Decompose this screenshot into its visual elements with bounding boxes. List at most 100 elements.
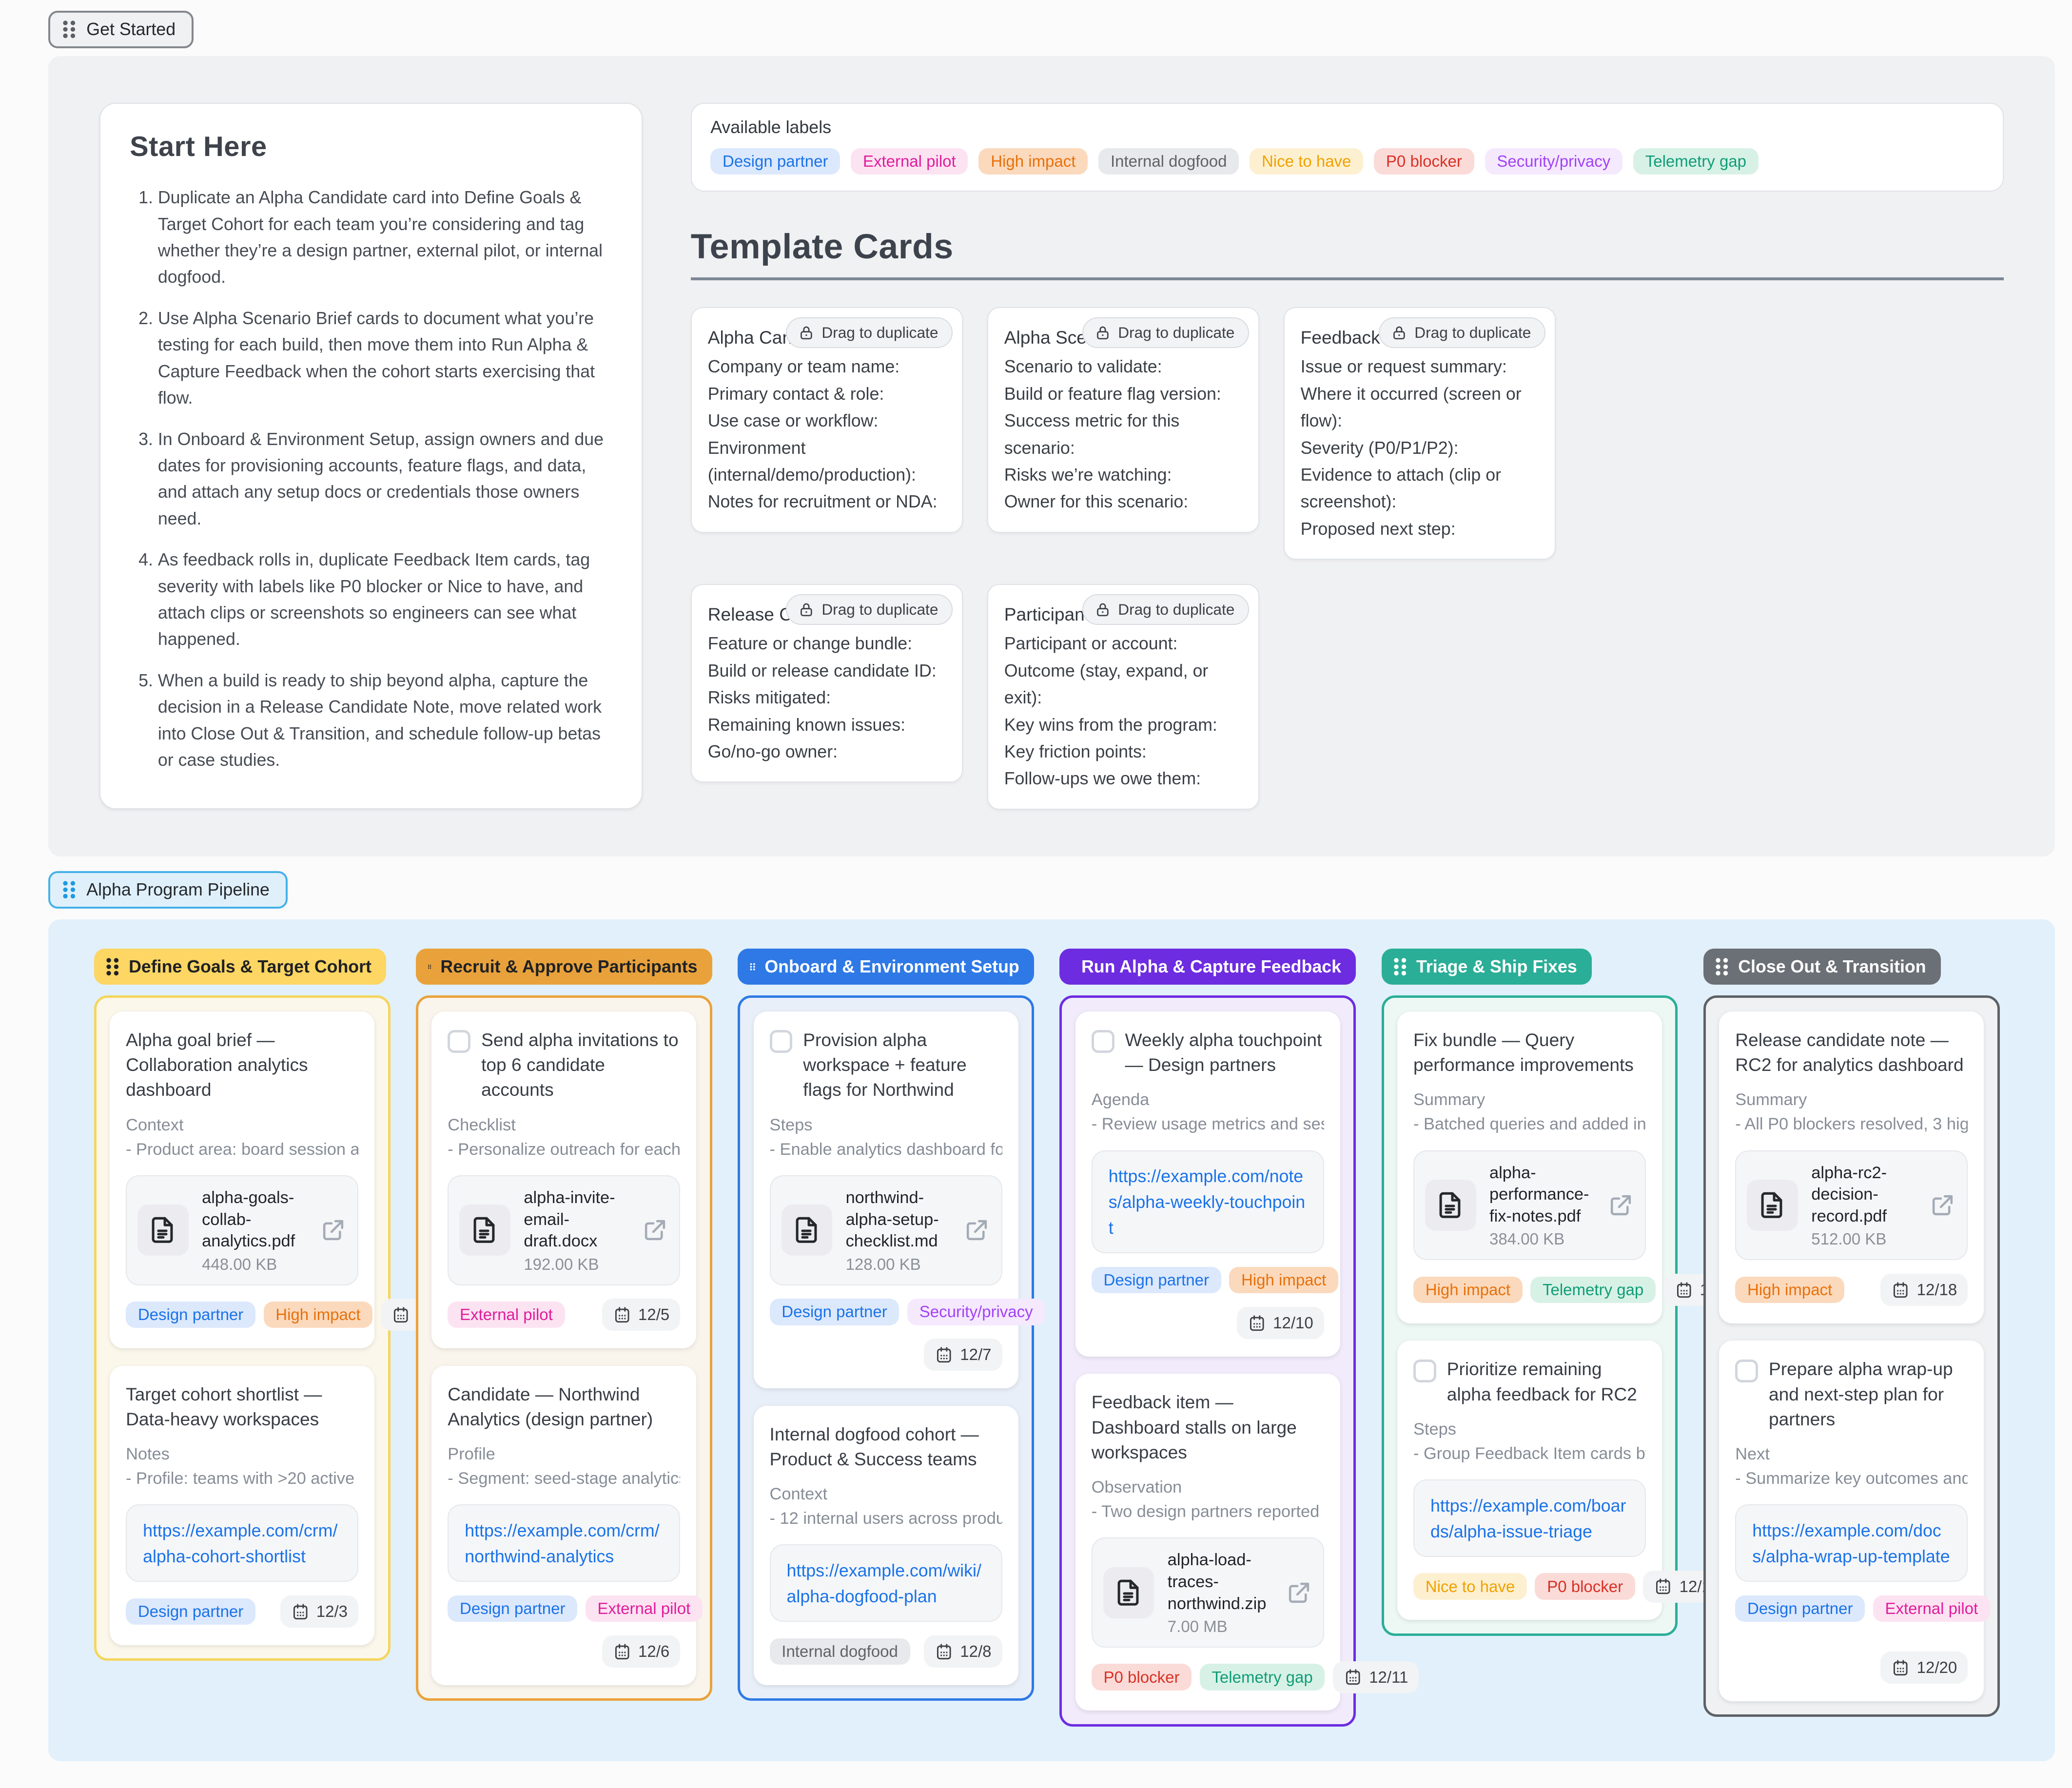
link-box[interactable]: https://example.com/notes/alpha-weekly-t… (1091, 1150, 1324, 1254)
template-card-release-candidate[interactable]: Release Candidat Drag to duplicate Featu… (690, 583, 963, 783)
card-meta-row: High impact Telemetry gap 12/14 (1413, 1273, 1751, 1306)
template-card-feedback-item[interactable]: Feedback Item Drag to duplicate Issue or… (1283, 307, 1556, 560)
kanban-card[interactable]: Prepare alpha wrap-up and next-step plan… (1719, 1341, 1990, 1701)
template-card-fields: Scenario to validate: Build or feature f… (1004, 357, 1221, 512)
card-meta-row: Nice to have P0 blocker 12/15 (1413, 1570, 1731, 1603)
card-meta-row: High impact 12/18 (1735, 1273, 1968, 1306)
kanban-card[interactable]: Prioritize remaining alpha feedback for … (1397, 1341, 1731, 1620)
open-external-icon[interactable] (320, 1217, 347, 1244)
get-started-section-chip[interactable]: Get Started (48, 11, 194, 48)
lock-icon (1096, 603, 1109, 616)
drag-handle-icon (750, 963, 755, 971)
kanban-card[interactable]: Feedback item — Dashboard stalls on larg… (1075, 1374, 1419, 1711)
link-box[interactable]: https://example.com/docs/alpha-wrap-up-t… (1735, 1504, 1968, 1582)
column-header-define-goals[interactable]: Define Goals & Target Cohort (94, 949, 387, 985)
card-label: Telemetry gap (1199, 1664, 1325, 1691)
kanban-card[interactable]: Candidate — Northwind Analytics (design … (431, 1365, 703, 1685)
label-chip-high-impact[interactable]: High impact (978, 148, 1088, 175)
column-header-onboard[interactable]: Onboard & Environment Setup (738, 949, 1034, 985)
column-header-run-alpha[interactable]: Run Alpha & Capture Feedback (1059, 949, 1356, 985)
kanban-card[interactable]: Weekly alpha touchpoint — Design partner… (1075, 1011, 1340, 1357)
card-label: Design partner (1735, 1595, 1865, 1622)
column-header-recruit[interactable]: Recruit & Approve Participants (415, 949, 712, 985)
drag-to-duplicate-button[interactable]: Drag to duplicate (785, 594, 953, 625)
card-date-row: 12/6 (448, 1635, 681, 1668)
card-checkbox[interactable] (1735, 1359, 1758, 1382)
open-external-icon[interactable] (1286, 1579, 1312, 1606)
open-external-icon[interactable] (1929, 1192, 1956, 1219)
link-box[interactable]: https://example.com/boards/alpha-issue-t… (1413, 1479, 1646, 1557)
column-define-goals: Define Goals & Target Cohort Alpha goal … (94, 949, 459, 1661)
card-checkbox[interactable] (1413, 1359, 1436, 1382)
card-link[interactable]: https://example.com/boards/alpha-issue-t… (1430, 1496, 1626, 1541)
calendar-icon (1346, 1669, 1360, 1685)
template-card-fields: Feature or change bundle: Build or relea… (707, 634, 937, 762)
pipeline-section-chip[interactable]: Alpha Program Pipeline (48, 871, 288, 909)
card-date-row: 12/20 (1735, 1651, 1968, 1684)
column-header-triage[interactable]: Triage & Ship Fixes (1381, 949, 1592, 985)
template-card-alpha-candidate[interactable]: Alpha Candidate Drag to duplicate Compan… (690, 307, 963, 533)
link-box[interactable]: https://example.com/wiki/alpha-dogfood-p… (769, 1544, 1002, 1622)
label-chip-security-privacy[interactable]: Security/privacy (1485, 148, 1622, 175)
drag-to-duplicate-button[interactable]: Drag to duplicate (1082, 317, 1249, 349)
card-description: Agenda - Review usage metrics and sessio… (1091, 1090, 1324, 1134)
attachment-name: alpha-load-traces-northwind.zip (1167, 1551, 1267, 1613)
card-checkbox[interactable] (1091, 1030, 1114, 1053)
link-box[interactable]: https://example.com/crm/northwind-analyt… (448, 1504, 681, 1582)
start-here-step: Duplicate an Alpha Candidate card into D… (158, 184, 612, 290)
card-link[interactable]: https://example.com/docs/alpha-wrap-up-t… (1752, 1520, 1950, 1566)
get-started-chip-label: Get Started (86, 19, 176, 39)
card-checkbox[interactable] (769, 1030, 793, 1053)
kanban-card[interactable]: Send alpha invitations to top 6 candidat… (431, 1011, 697, 1348)
card-title: Prepare alpha wrap-up and next-step plan… (1769, 1359, 1953, 1429)
attachment-chip[interactable]: alpha-load-traces-northwind.zip 7.00 MB (1091, 1537, 1324, 1648)
card-checkbox[interactable] (448, 1030, 471, 1053)
attachment-chip[interactable]: alpha-goals-collab-analytics.pdf 448.00 … (126, 1175, 359, 1285)
card-link[interactable]: https://example.com/crm/northwind-analyt… (465, 1520, 660, 1566)
attachment-chip[interactable]: alpha-rc2-decision-record.pdf 512.00 KB (1735, 1150, 1968, 1261)
drag-to-duplicate-button[interactable]: Drag to duplicate (1378, 317, 1545, 349)
attachment-size: 128.00 KB (845, 1255, 921, 1273)
kanban-card[interactable]: Alpha goal brief — Collaboration analyti… (110, 1011, 459, 1348)
label-chip-design-partner[interactable]: Design partner (710, 148, 841, 175)
template-card-alpha-scenario-brief[interactable]: Alpha Scenario B Drag to duplicate Scena… (987, 307, 1260, 533)
card-description: Notes - Profile: teams with >20 active b… (126, 1445, 358, 1488)
start-here-step: As feedback rolls in, duplicate Feedback… (158, 546, 612, 652)
file-icon (137, 1205, 189, 1256)
attachment-chip[interactable]: alpha-performance-fix-notes.pdf 384.00 K… (1413, 1150, 1646, 1261)
calendar-icon (1894, 1659, 1908, 1675)
kanban-card[interactable]: Release candidate note — RC2 for analyti… (1719, 1011, 1984, 1323)
open-external-icon[interactable] (642, 1217, 668, 1244)
link-box[interactable]: https://example.com/crm/alpha-cohort-sho… (126, 1504, 359, 1582)
card-label: Design partner (126, 1598, 256, 1625)
calendar-icon (393, 1307, 408, 1322)
open-external-icon[interactable] (963, 1217, 990, 1244)
column-body: Send alpha invitations to top 6 candidat… (415, 995, 712, 1701)
card-link[interactable]: https://example.com/notes/alpha-weekly-t… (1108, 1166, 1306, 1238)
drag-to-duplicate-button[interactable]: Drag to duplicate (785, 317, 953, 349)
card-title: Prioritize remaining alpha feedback for … (1446, 1359, 1637, 1404)
card-link[interactable]: https://example.com/crm/alpha-cohort-sho… (143, 1520, 338, 1566)
label-chip-internal-dogfood[interactable]: Internal dogfood (1098, 148, 1239, 175)
kanban-card[interactable]: Provision alpha workspace + feature flag… (753, 1011, 1045, 1388)
label-chip-telemetry-gap[interactable]: Telemetry gap (1633, 148, 1759, 175)
kanban-card[interactable]: Fix bundle — Query performance improveme… (1397, 1011, 1751, 1323)
kanban-card[interactable]: Target cohort shortlist — Data-heavy wor… (110, 1365, 375, 1645)
card-title: Provision alpha workspace + feature flag… (803, 1029, 967, 1100)
label-chip-external-pilot[interactable]: External pilot (851, 148, 968, 175)
kanban-card[interactable]: Internal dogfood cohort — Product & Succ… (753, 1405, 1018, 1685)
drag-to-duplicate-button[interactable]: Drag to duplicate (1082, 594, 1249, 625)
label-chip-nice-to-have[interactable]: Nice to have (1250, 148, 1364, 175)
label-chip-p0-blocker[interactable]: P0 blocker (1374, 148, 1474, 175)
card-link[interactable]: https://example.com/wiki/alpha-dogfood-p… (786, 1560, 981, 1606)
pipeline-section: Define Goals & Target Cohort Alpha goal … (48, 919, 2055, 1762)
column-header-close-out[interactable]: Close Out & Transition (1703, 949, 1941, 985)
calendar-icon (937, 1347, 951, 1362)
template-card-participant-exit-survey[interactable]: Participant Exit S Drag to duplicate Par… (987, 583, 1260, 810)
template-cards-title: Template Cards (690, 227, 954, 266)
attachment-chip[interactable]: alpha-invite-email-draft.docx 192.00 KB (448, 1175, 681, 1285)
open-external-icon[interactable] (1607, 1192, 1634, 1219)
attachment-chip[interactable]: northwind-alpha-setup-checklist.md 128.0… (769, 1175, 1002, 1285)
column-body: Release candidate note — RC2 for analyti… (1703, 995, 2000, 1717)
available-labels-row: Design partner External pilot High impac… (710, 148, 1984, 175)
